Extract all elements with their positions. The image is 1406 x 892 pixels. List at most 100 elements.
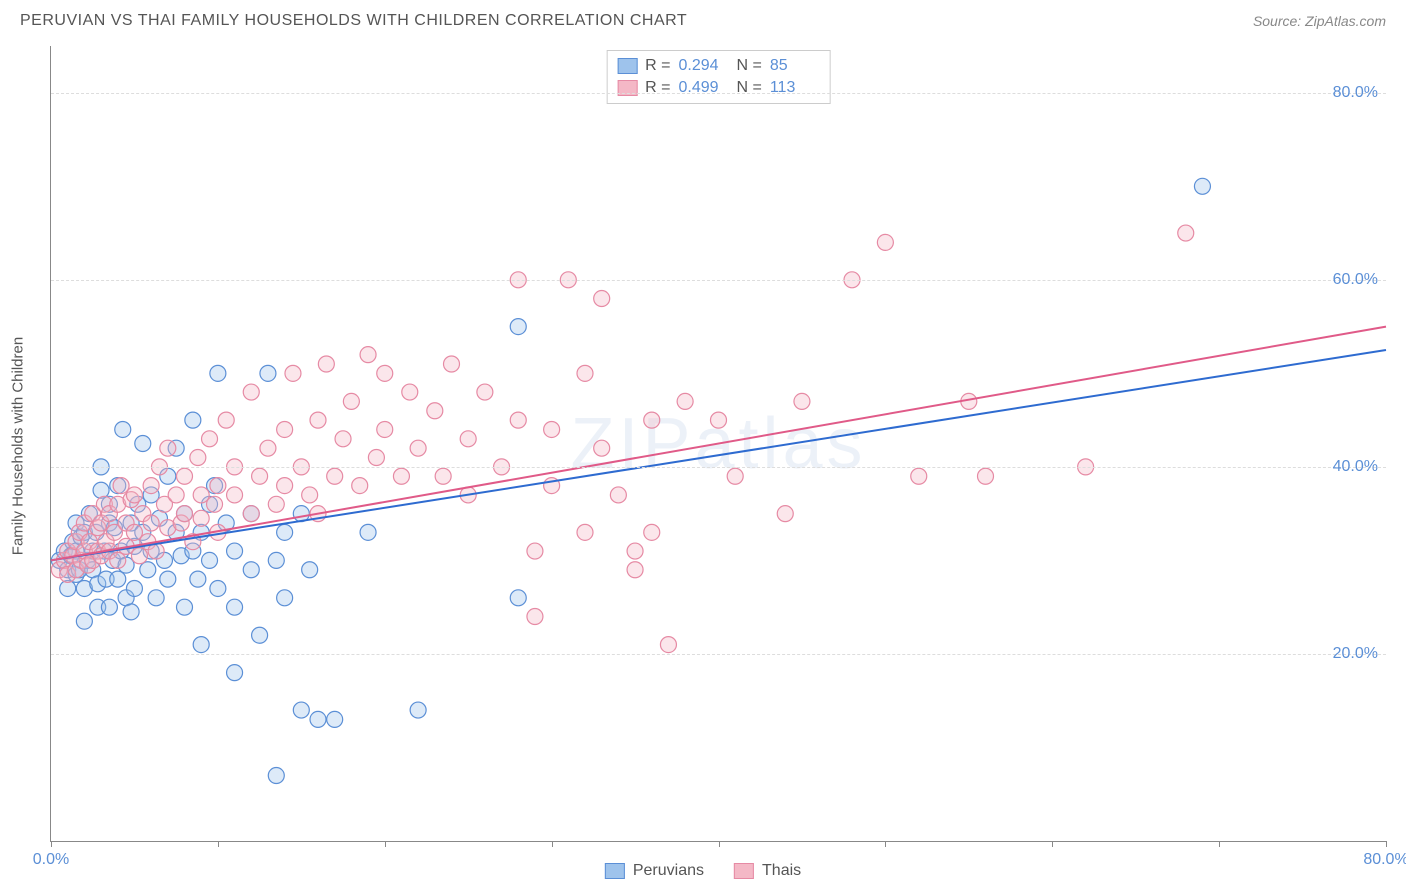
data-point [544,421,560,437]
data-point [193,637,209,653]
data-point [135,436,151,452]
legend-series-item: Thais [734,862,801,880]
gridline [51,654,1386,655]
data-point [285,365,301,381]
data-point [210,478,226,494]
chart-title: PERUVIAN VS THAI FAMILY HOUSEHOLDS WITH … [20,12,687,30]
data-point [126,580,142,596]
data-point [460,431,476,447]
data-point [777,506,793,522]
data-point [527,543,543,559]
data-point [190,571,206,587]
y-tick-label: 80.0% [1333,84,1378,102]
data-point [644,524,660,540]
data-point [610,487,626,503]
data-point [243,506,259,522]
data-point [260,365,276,381]
data-point [193,510,209,526]
x-tick [51,841,52,847]
data-point [711,412,727,428]
trend-line [51,350,1386,560]
legend-series-item: Peruvians [605,862,704,880]
data-point [727,468,743,484]
x-tick [385,841,386,847]
data-point [202,431,218,447]
data-point [252,627,268,643]
data-point [143,515,159,531]
data-point [227,487,243,503]
series-legend: Peruvians Thais [605,862,801,880]
data-point [160,571,176,587]
data-point [210,580,226,596]
y-tick-label: 60.0% [1333,271,1378,289]
data-point [93,482,109,498]
legend-r-label: R = [645,57,670,75]
data-point [343,393,359,409]
legend-swatch [605,863,625,879]
data-point [218,412,234,428]
data-point [160,440,176,456]
data-point [268,768,284,784]
data-point [227,665,243,681]
data-point [510,319,526,335]
source-attribution: Source: ZipAtlas.com [1253,13,1386,29]
data-point [410,702,426,718]
data-point [660,637,676,653]
data-point [252,468,268,484]
data-point [268,552,284,568]
legend-n-value: 85 [770,57,820,75]
data-point [310,412,326,428]
data-point [594,291,610,307]
x-tick [1052,841,1053,847]
data-point [168,487,184,503]
data-point [360,347,376,363]
x-tick [719,841,720,847]
data-point [435,468,451,484]
data-point [427,403,443,419]
scatter-plot-svg [51,46,1386,841]
legend-r-value: 0.499 [679,79,729,97]
chart-plot-area: ZIPatlas R =0.294N =85R =0.499N =113 20.… [50,46,1386,842]
data-point [377,365,393,381]
legend-n-label: N = [737,79,762,97]
data-point [302,562,318,578]
data-point [594,440,610,456]
data-point [393,468,409,484]
data-point [177,468,193,484]
x-tick [1386,841,1387,847]
data-point [110,552,126,568]
data-point [177,506,193,522]
data-point [527,609,543,625]
data-point [126,487,142,503]
data-point [327,468,343,484]
data-point [260,440,276,456]
legend-swatch [617,58,637,74]
data-point [368,450,384,466]
data-point [318,356,334,372]
legend-n-label: N = [737,57,762,75]
data-point [627,543,643,559]
legend-stat-row: R =0.499N =113 [617,77,820,99]
data-point [277,421,293,437]
data-point [101,599,117,615]
data-point [577,524,593,540]
data-point [877,234,893,250]
data-point [335,431,351,447]
data-point [510,412,526,428]
y-tick-label: 40.0% [1333,458,1378,476]
legend-series-name: Peruvians [633,862,704,880]
legend-series-name: Thais [762,862,801,880]
data-point [911,468,927,484]
data-point [185,412,201,428]
data-point [123,604,139,620]
data-point [202,552,218,568]
data-point [177,599,193,615]
data-point [110,571,126,587]
data-point [402,384,418,400]
data-point [627,562,643,578]
gridline [51,467,1386,468]
data-point [277,524,293,540]
data-point [193,487,209,503]
data-point [126,524,142,540]
data-point [410,440,426,456]
